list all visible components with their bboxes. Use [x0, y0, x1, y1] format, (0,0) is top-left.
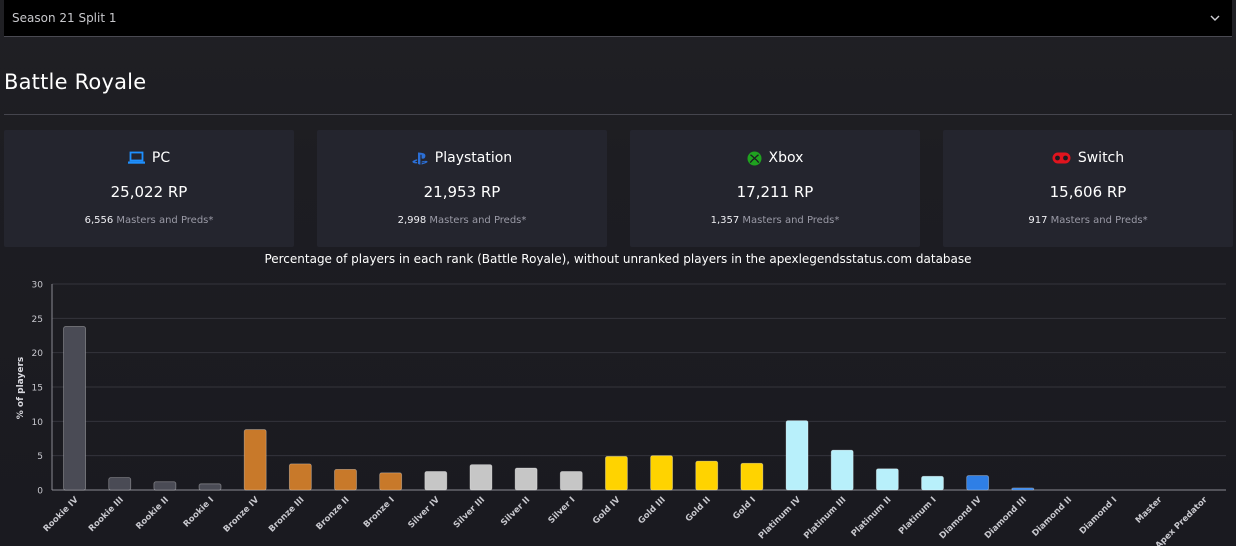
platform-rp: 21,953 RP: [423, 183, 501, 201]
bar-silver-ii[interactable]: [514, 467, 538, 491]
masters-label: Masters and Preds*: [742, 215, 840, 226]
x-axis-ticks: Rookie IV Rookie III Rookie II Rookie I Bron…: [42, 494, 1210, 546]
platform-name: Switch: [1077, 150, 1125, 166]
bar-silver-iii[interactable]: [469, 464, 493, 491]
platform-name: PC: [151, 150, 171, 166]
x-tick-label: Platinum II: [850, 495, 894, 539]
y-tick-label: 30: [32, 281, 44, 291]
masters-label: Masters and Preds*: [1050, 215, 1148, 226]
platform-rp: 17,211 RP: [736, 183, 814, 201]
x-tick-label: Rookie III: [87, 495, 126, 534]
x-tick-label: Diamond III: [983, 495, 1029, 541]
x-tick-label: Bronze II: [314, 495, 351, 532]
y-tick-label: 5: [37, 452, 43, 462]
bar-platinum-i[interactable]: [921, 475, 944, 491]
x-tick-label: Rookie IV: [42, 495, 81, 534]
page-title: Battle Royale: [4, 70, 147, 94]
bar-rookie-i[interactable]: [198, 483, 222, 491]
bar-rookie-ii[interactable]: [153, 481, 177, 491]
x-tick-label: Bronze III: [267, 495, 306, 534]
y-tick-label: 20: [32, 349, 44, 359]
platform-name: Xbox: [768, 150, 804, 166]
platform-card-switch: Switch 15,606 RP 917 Masters and Preds*: [943, 130, 1233, 247]
platform-name: Playstation: [434, 150, 513, 166]
x-tick-label: Rookie I: [182, 495, 216, 529]
x-tick-label: Silver I: [547, 495, 578, 526]
season-select[interactable]: Season 21 Split 1: [4, 0, 1232, 37]
x-tick-label: Silver III: [452, 495, 487, 530]
chart-grid: [51, 283, 1226, 491]
x-tick-label: Platinum IV: [757, 495, 804, 542]
bar-bronze-ii[interactable]: [334, 468, 357, 491]
y-tick-label: 0: [37, 487, 43, 497]
x-tick-label: Diamond IV: [938, 495, 984, 541]
bar-rookie-iii[interactable]: [108, 477, 132, 491]
season-select-value: Season 21 Split 1: [12, 11, 117, 25]
x-tick-label: Diamond I: [1078, 495, 1119, 536]
playstation-icon: [412, 152, 428, 165]
masters-count: 917: [1028, 215, 1048, 226]
y-axis-label: % of players: [16, 357, 26, 419]
platform-rp: 15,606 RP: [1049, 183, 1127, 201]
x-tick-label: Rookie II: [134, 495, 171, 532]
bar-gold-iv[interactable]: [605, 455, 628, 491]
bar-rookie-iv[interactable]: [63, 326, 86, 491]
x-tick-label: Gold II: [684, 495, 713, 524]
bar-platinum-ii[interactable]: [875, 468, 899, 491]
x-tick-label: Gold III: [636, 495, 667, 526]
bar-bronze-iv[interactable]: [243, 429, 267, 491]
x-tick-label: Diamond II: [1030, 495, 1074, 539]
y-axis-ticks: 0 5 10 15 20 25 30: [32, 281, 44, 497]
bar-gold-ii[interactable]: [695, 460, 719, 491]
platform-card-playstation: Playstation 21,953 RP 2,998 Masters and …: [317, 130, 607, 247]
y-tick-label: 25: [32, 315, 43, 325]
y-tick-label: 10: [32, 418, 44, 428]
bar-gold-i[interactable]: [740, 462, 764, 491]
laptop-icon: [127, 151, 145, 164]
gamepad-icon: [1052, 152, 1071, 164]
x-tick-label: Silver II: [499, 495, 532, 528]
platform-card-xbox: Xbox 17,211 RP 1,357 Masters and Preds*: [630, 130, 920, 247]
y-tick-label: 15: [32, 384, 43, 394]
x-tick-label: Bronze I: [362, 495, 397, 530]
x-tick-label: Platinum III: [802, 495, 848, 541]
chart-title: Percentage of players in each rank (Batt…: [264, 252, 972, 266]
bar-platinum-iv[interactable]: [785, 420, 809, 491]
platform-card-pc: PC 25,022 RP 6,556 Masters and Preds*: [4, 130, 294, 247]
x-tick-label: Gold I: [731, 495, 758, 522]
chevron-down-icon: [1210, 15, 1220, 21]
x-tick-label: Silver IV: [406, 495, 442, 531]
bar-silver-iv[interactable]: [424, 471, 448, 491]
masters-count: 2,998: [397, 215, 427, 226]
masters-count: 1,357: [710, 215, 740, 226]
bar-silver-i[interactable]: [559, 471, 583, 491]
masters-label: Masters and Preds*: [116, 215, 214, 226]
chart-bars: [63, 326, 1035, 491]
bar-bronze-iii[interactable]: [288, 463, 312, 491]
x-tick-label: Bronze IV: [222, 495, 262, 535]
x-tick-label: Gold IV: [591, 495, 623, 527]
bar-diamond-iv[interactable]: [966, 475, 990, 491]
x-tick-label: Platinum I: [897, 495, 939, 537]
xbox-icon: [747, 151, 762, 165]
bar-platinum-iii[interactable]: [830, 449, 854, 491]
masters-label: Masters and Preds*: [429, 215, 527, 226]
bar-bronze-i[interactable]: [379, 472, 403, 491]
x-tick-label: Master: [1134, 494, 1165, 525]
divider: [4, 114, 1232, 115]
bar-diamond-iii[interactable]: [1011, 487, 1035, 491]
platform-rp: 25,022 RP: [110, 183, 188, 201]
bar-gold-iii[interactable]: [650, 455, 673, 491]
masters-count: 6,556: [84, 215, 114, 226]
